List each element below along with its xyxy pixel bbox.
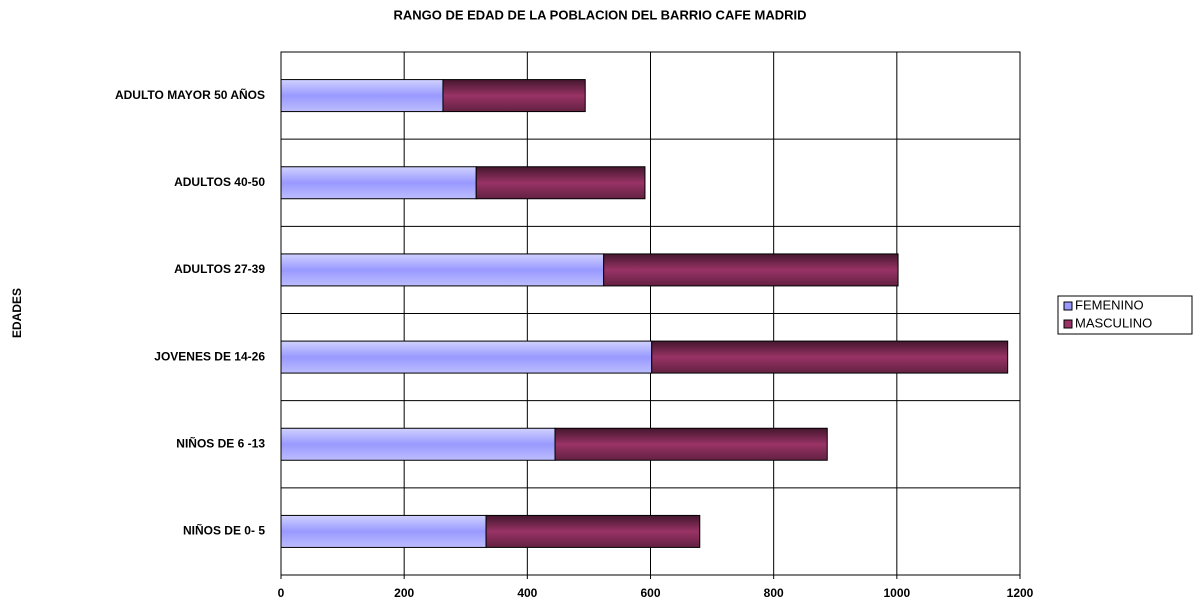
x-tick-label: 200 (394, 586, 414, 600)
y-tick-label: NIÑOS DE 6 -13 (176, 435, 265, 450)
x-tick-label: 800 (764, 586, 784, 600)
bar-segment (280, 427, 556, 461)
bar-segment (280, 514, 487, 548)
x-tick-label: 600 (640, 586, 660, 600)
x-tick-label: 1000 (883, 586, 910, 600)
y-tick-label: JOVENES DE 14-26 (154, 349, 265, 363)
legend-swatch (1063, 301, 1073, 311)
bar-segment (554, 427, 828, 461)
legend-label: FEMENINO (1075, 297, 1144, 312)
bar-segment (280, 253, 605, 287)
bar-segment (280, 166, 477, 200)
x-tick-label: 1200 (1007, 586, 1034, 600)
bar-segment (603, 253, 899, 287)
x-tick-label: 400 (517, 586, 537, 600)
y-tick-label: ADULTOS 27-39 (174, 262, 265, 276)
bar-segment (280, 79, 444, 113)
x-tick-label: 0 (278, 586, 285, 600)
legend-swatch (1063, 319, 1073, 329)
y-tick-label: ADULTO MAYOR 50 AÑOS (115, 87, 265, 102)
y-tick-label: NIÑOS DE 0- 5 (183, 523, 265, 538)
chart-title: RANGO DE EDAD DE LA POBLACION DEL BARRIO… (393, 7, 806, 22)
bar-segment (280, 340, 653, 374)
legend-label: MASCULINO (1075, 315, 1152, 330)
bar-segment (475, 166, 646, 200)
bar-segment (485, 514, 701, 548)
bar-segment (651, 340, 1009, 374)
y-tick-label: ADULTOS 40-50 (174, 175, 265, 189)
y-axis-title: EDADES (10, 288, 24, 338)
bar-segment (442, 79, 586, 113)
legend-box (1057, 295, 1193, 335)
